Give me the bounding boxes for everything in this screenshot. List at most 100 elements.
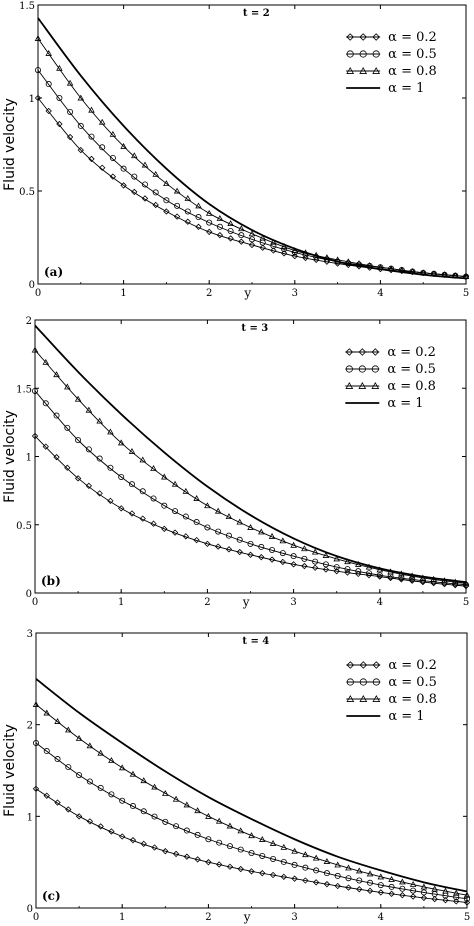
series-2-point — [97, 749, 104, 756]
series-0-point — [259, 870, 266, 877]
series-2-point — [420, 883, 428, 890]
series-1-point — [420, 889, 427, 896]
series-2-point — [141, 161, 149, 168]
series-2-point — [98, 118, 106, 125]
series-0-point — [269, 871, 277, 879]
series-0-point — [173, 213, 181, 220]
series-0-point — [75, 813, 83, 820]
series-2-point — [56, 64, 63, 71]
series-2-point — [333, 555, 340, 562]
series-1-point — [216, 839, 223, 846]
series-1-point — [108, 791, 115, 798]
series-0-point — [399, 892, 406, 899]
x-tick-label: 3 — [292, 288, 298, 299]
series-0-point — [206, 228, 213, 236]
series-1-point — [376, 572, 383, 579]
series-0-point — [43, 792, 50, 799]
series-1-point — [42, 400, 49, 407]
series-1-point — [237, 846, 244, 853]
legend-entry-0: α = 0.2 — [388, 30, 437, 45]
legend-marker-1 — [372, 50, 380, 58]
series-0-point — [141, 195, 149, 202]
legend-entry-0: α = 0.2 — [387, 345, 436, 360]
series-1-point — [33, 740, 40, 747]
legend-entry-2: α = 0.8 — [388, 692, 437, 707]
series-0-point — [99, 164, 106, 171]
series-0-point — [322, 566, 330, 573]
legend-marker-1 — [346, 50, 354, 58]
series-1-point — [162, 818, 169, 825]
y-tick-label: 0.5 — [19, 187, 35, 198]
legend-marker-1 — [359, 50, 367, 58]
series-2-point — [182, 487, 190, 494]
x-tick-label: 1 — [120, 288, 126, 299]
y-tick-label: 1.5 — [19, 1, 35, 12]
legend-entry-1: α = 0.5 — [388, 47, 437, 62]
series-0-point — [139, 515, 146, 522]
series-1-point — [322, 561, 329, 568]
y-axis-label: Fluid velocity — [2, 98, 18, 191]
series-0-point — [86, 818, 94, 825]
series-2-point — [216, 215, 224, 221]
series-2-point — [45, 49, 52, 56]
series-1-point — [152, 189, 159, 196]
series-0-point — [53, 454, 60, 461]
series-2-point — [171, 480, 179, 487]
legend-marker-2 — [359, 694, 368, 702]
series-1-point — [301, 555, 308, 562]
series-2-point — [74, 395, 82, 402]
legend-entry-1: α = 0.5 — [388, 675, 437, 690]
series-2-point — [248, 230, 256, 237]
series-2-point — [290, 541, 297, 548]
series-1-point — [99, 144, 106, 151]
series-1-point — [182, 513, 189, 520]
series-3 — [35, 678, 468, 893]
series-1-point — [43, 748, 50, 755]
series-2-point — [225, 513, 233, 520]
series-2-point — [247, 524, 254, 530]
series-2-point — [322, 552, 330, 558]
series-1-point — [65, 764, 72, 771]
series-0-point — [194, 856, 201, 863]
series-2-point — [268, 532, 276, 539]
series-3 — [37, 17, 467, 280]
series-2-point — [205, 812, 212, 819]
series-0-point — [171, 529, 179, 536]
series-line-0 — [34, 435, 467, 587]
series-2-point — [431, 885, 438, 892]
series-2-point — [151, 783, 158, 790]
series-0-point — [291, 252, 298, 260]
series-line-3 — [35, 678, 468, 893]
series-1-point — [215, 528, 222, 535]
series-2-point — [248, 832, 255, 839]
series-1-point — [345, 875, 352, 882]
x-tick-label: 2 — [205, 912, 211, 923]
x-tick-label: 4 — [377, 597, 383, 608]
x-tick-label: 3 — [290, 597, 296, 608]
series-2-point — [183, 801, 191, 808]
series-0-point — [128, 510, 136, 517]
series-0-point — [215, 543, 222, 550]
series-2-point — [269, 839, 277, 846]
series-2-point — [280, 843, 288, 850]
series-0 — [32, 785, 471, 906]
series-0-point — [205, 859, 212, 866]
series-0-point — [56, 120, 63, 128]
series-2-point — [65, 726, 72, 733]
series-1-point — [270, 855, 277, 862]
series-1-point — [120, 165, 127, 172]
series-0-point — [129, 837, 137, 844]
legend-entry-3: α = 1 — [388, 81, 424, 96]
series-0-point — [120, 182, 127, 189]
series-1-point — [67, 108, 74, 115]
series-0-point — [74, 475, 82, 482]
series-1-point — [259, 852, 266, 859]
series-2-point — [85, 406, 93, 413]
series-2-point — [344, 558, 351, 565]
series-1-point — [334, 872, 341, 879]
series-2-point — [53, 371, 60, 378]
series-1-point — [45, 81, 52, 88]
legend-marker-0 — [345, 348, 354, 356]
series-2 — [32, 701, 471, 898]
